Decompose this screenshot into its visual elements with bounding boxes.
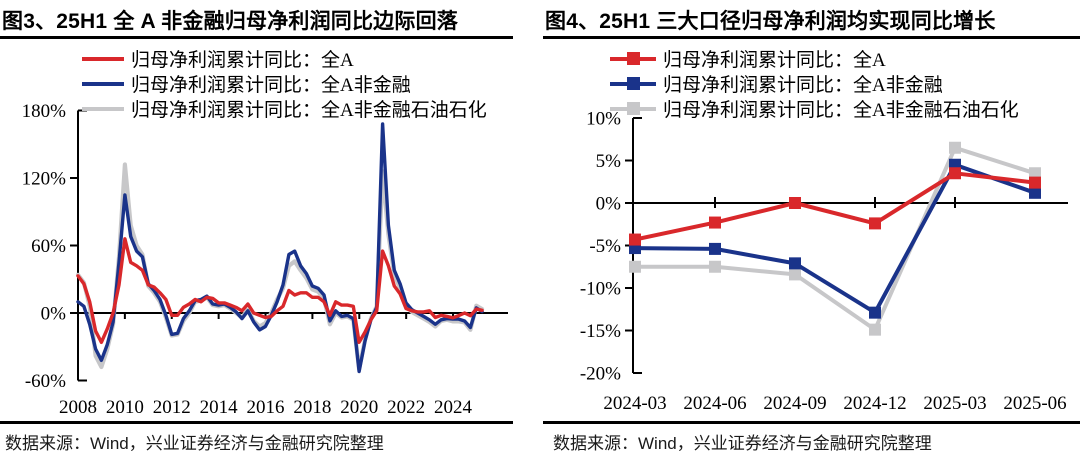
legend-item-quan-a: 归母净利润累计同比：全A [82,46,487,71]
figure4-series-marker-0 [629,233,641,246]
figure3-title: 图3、25H1 全 A 非金融归母净利润同比边际回落 [2,10,458,33]
figure3-x-tick-label: 2016 [247,397,285,418]
figure4-series-marker-0 [1029,176,1041,189]
legend-item-quan-a-feijinrong: 归母净利润累计同比：全A非金融 [82,71,487,96]
figure4-series-marker-0 [709,216,721,229]
figure4-series-marker-2 [869,323,881,336]
figure3-series-line-0 [76,237,484,344]
legend-item-quan-a-feijinrong: 归母净利润累计同比：全A非金融 [610,71,1019,96]
figure3-bottom-rule [0,421,513,424]
figure3-x-tick-label: 2014 [200,397,239,418]
figure4-series-line-1 [633,162,1037,315]
legend-line-red-icon [82,56,124,61]
legend-label: 归母净利润累计同比：全A非金融石油石化 [663,100,1019,121]
figure3-y-tick-label: 180% [22,101,67,122]
figure4-x-tick-label: 2024-09 [763,393,826,414]
figure4-y-tick-label: -10% [580,279,621,300]
figure3-x-tick-label: 2024 [434,397,473,418]
figure4-series-marker-1 [869,306,881,319]
figure4-y-tick-label: 10% [586,109,621,130]
figure3-x-tick-label: 2020 [340,397,378,418]
figure4-series-marker-2 [949,141,961,154]
figure4-y-tick-label: -20% [580,364,621,385]
figure4-y-tick-label: 5% [596,151,622,172]
figure4-legend: 归母净利润累计同比：全A 归母净利润累计同比：全A非金融 归母净利润累计同比：全… [610,46,1019,121]
legend-label: 归母净利润累计同比：全A [131,50,354,71]
figure3-x-tick-label: 2008 [59,397,97,418]
figure4-source: 数据来源：Wind，兴业证券经济与金融研究院整理 [553,434,932,453]
figure4-series-marker-1 [709,242,721,255]
figure4-bottom-rule [543,421,1080,424]
figure4-series-marker-1 [789,257,801,270]
figure4-x-tick-label: 2024-06 [683,393,746,414]
figure4-y-tick-label: -15% [580,321,621,342]
figure3-y-tick-label: 60% [31,236,66,257]
legend-line-blue-icon [82,81,124,86]
legend-item-quan-a-feijinrong-shiyoushihua: 归母净利润累计同比：全A非金融石油石化 [610,96,1019,121]
figure3-title-rule [0,36,513,39]
figure3-y-tick-label: 120% [22,169,67,190]
figure3-source: 数据来源：Wind，兴业证券经济与金融研究院整理 [5,434,384,453]
figure3-x-tick-label: 2018 [293,397,331,418]
figure4-series-marker-1 [1029,186,1041,199]
figure3-x-tick-label: 2010 [106,397,144,418]
figure4-title: 图4、25H1 三大口径归母净利润均实现同比增长 [545,10,996,33]
figure4-series-marker-2 [789,268,801,281]
figure3-panel: 图3、25H1 全 A 非金融归母净利润同比边际回落 归母净利润累计同比：全A … [0,0,513,463]
legend-item-quan-a: 归母净利润累计同比：全A [610,46,1019,71]
legend-label: 归母净利润累计同比：全A非金融 [663,75,943,96]
figure3-legend: 归母净利润累计同比：全A 归母净利润累计同比：全A非金融 归母净利润累计同比：全… [82,46,487,121]
figure3-y-tick-label: -60% [25,371,66,392]
figure3-x-tick-label: 2012 [153,397,191,418]
figure4-series-marker-0 [789,197,801,209]
figure4-x-tick-label: 2025-06 [1003,393,1066,414]
figure4-x-tick-label: 2024-12 [843,393,906,414]
figure4-y-tick-label: 0% [596,194,622,215]
figure3-y-tick-label: 0% [41,304,67,325]
figure4-panel: 图4、25H1 三大口径归母净利润均实现同比增长 归母净利润累计同比：全A 归母… [543,0,1080,463]
legend-line-square-gray-icon [610,101,656,116]
figure4-x-tick-label: 2024-03 [603,393,666,414]
figure4-series-line-2 [633,145,1037,332]
legend-item-quan-a-feijinrong-shiyoushihua: 归母净利润累计同比：全A非金融石油石化 [82,96,487,121]
figure4-series-line-0 [633,171,1037,242]
legend-line-gray-icon [82,106,124,111]
figure4-series-marker-2 [709,260,721,273]
figure3-x-tick-label: 2022 [387,397,425,418]
legend-label: 归母净利润累计同比：全A [663,50,886,71]
figure4-series-marker-2 [1029,167,1041,180]
figure4-series-marker-0 [869,217,881,230]
legend-label: 归母净利润累计同比：全A非金融石油石化 [131,100,487,121]
figure4-x-tick-label: 2025-03 [923,393,986,414]
figure4-series-marker-0 [949,167,961,180]
figure4-series-marker-2 [629,260,641,273]
figure4-title-rule [543,36,1080,39]
figure4-y-tick-label: -5% [589,236,621,257]
legend-line-square-blue-icon [610,76,656,91]
legend-line-square-red-icon [610,51,656,66]
legend-label: 归母净利润累计同比：全A非金融 [131,75,411,96]
